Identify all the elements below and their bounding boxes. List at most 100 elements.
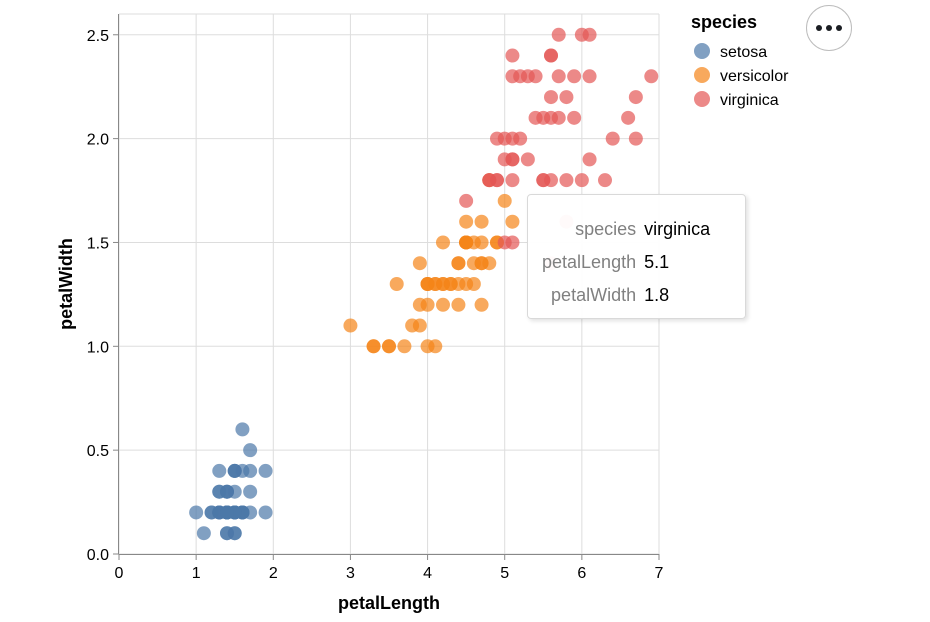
x-tick-label: 0 <box>115 565 124 582</box>
data-point-virginica[interactable] <box>544 48 558 63</box>
data-point-versicolor[interactable] <box>428 277 443 291</box>
y-tick-label: 0.0 <box>87 547 109 564</box>
data-point-virginica[interactable] <box>505 48 520 63</box>
data-point-virginica[interactable] <box>528 69 543 84</box>
actions-menu-button[interactable] <box>806 5 852 51</box>
y-tick-label: 2.5 <box>87 28 109 45</box>
more-horizontal-icon <box>816 25 842 31</box>
data-point-virginica[interactable] <box>559 90 574 105</box>
data-point-versicolor[interactable] <box>459 235 474 250</box>
data-point-setosa[interactable] <box>196 526 211 541</box>
data-point-virginica[interactable] <box>598 173 612 188</box>
legend-swatch-virginica[interactable] <box>694 91 710 107</box>
data-point-virginica[interactable] <box>582 69 597 84</box>
data-point-virginica[interactable] <box>559 173 574 188</box>
data-point-virginica[interactable] <box>567 110 582 125</box>
data-point-versicolor[interactable] <box>466 256 481 271</box>
data-point-virginica[interactable] <box>567 69 582 84</box>
y-tick-label: 1.0 <box>87 339 109 356</box>
data-point-setosa[interactable] <box>243 443 258 458</box>
data-point-virginica[interactable] <box>621 110 636 125</box>
data-point-setosa[interactable] <box>189 505 204 520</box>
data-point-virginica[interactable] <box>544 90 558 105</box>
data-point-virginica[interactable] <box>490 131 504 146</box>
data-point-virginica[interactable] <box>551 27 566 42</box>
legend-label-virginica[interactable]: virginica <box>720 92 779 109</box>
y-tick-label: 2.0 <box>87 132 109 149</box>
data-point-versicolor[interactable] <box>397 339 412 354</box>
tooltip-value: 1.8 <box>644 284 670 305</box>
data-point-versicolor[interactable] <box>451 256 466 271</box>
data-point-virginica[interactable] <box>528 110 543 125</box>
data-point-setosa[interactable] <box>258 463 273 478</box>
data-point-virginica[interactable] <box>497 152 512 167</box>
data-point-versicolor[interactable] <box>389 277 404 291</box>
data-point-virginica[interactable] <box>513 69 528 84</box>
data-point-versicolor[interactable] <box>436 297 450 312</box>
legend-swatch-versicolor[interactable] <box>694 67 710 83</box>
data-point-virginica[interactable] <box>505 235 520 250</box>
legend-label-setosa[interactable]: setosa <box>720 44 767 61</box>
legend-title: species <box>691 12 757 32</box>
data-point-versicolor[interactable] <box>405 318 420 333</box>
data-point-virginica[interactable] <box>536 173 551 188</box>
x-tick-label: 3 <box>346 565 355 582</box>
data-point-virginica[interactable] <box>482 173 497 188</box>
x-tick-label: 2 <box>269 565 278 582</box>
legend: species setosa versicolor virginica <box>691 12 789 109</box>
data-point-versicolor[interactable] <box>459 214 474 229</box>
legend-label-versicolor[interactable]: versicolor <box>720 68 789 85</box>
data-point-versicolor[interactable] <box>412 256 427 271</box>
data-point-virginica[interactable] <box>513 131 528 146</box>
data-point-versicolor[interactable] <box>428 339 443 354</box>
data-point-virginica[interactable] <box>505 173 520 188</box>
data-point-versicolor[interactable] <box>343 318 358 333</box>
data-point-versicolor[interactable] <box>366 339 381 354</box>
tooltip-value: 5.1 <box>644 251 670 272</box>
data-point-virginica[interactable] <box>582 152 597 167</box>
tooltip-row: species virginica <box>542 212 710 245</box>
data-point-setosa[interactable] <box>235 422 250 437</box>
data-point-virginica[interactable] <box>551 69 566 84</box>
data-points <box>189 27 659 541</box>
data-point-setosa[interactable] <box>258 505 273 520</box>
data-point-versicolor[interactable] <box>436 235 450 250</box>
data-point-setosa[interactable] <box>220 526 234 541</box>
data-point-virginica[interactable] <box>605 131 620 146</box>
data-point-versicolor[interactable] <box>497 193 512 208</box>
x-tick-label: 5 <box>500 565 509 582</box>
x-tick-label: 6 <box>577 565 586 582</box>
data-point-virginica[interactable] <box>459 193 474 208</box>
data-point-versicolor[interactable] <box>382 339 396 354</box>
data-point-versicolor[interactable] <box>474 297 489 312</box>
y-axis-title: petalWidth <box>56 238 76 330</box>
data-point-versicolor[interactable] <box>420 297 435 312</box>
data-point-setosa[interactable] <box>220 505 234 520</box>
data-point-setosa[interactable] <box>243 484 258 499</box>
data-tooltip: species virginica petalLength 5.1 petalW… <box>527 194 746 319</box>
data-point-virginica[interactable] <box>628 131 643 146</box>
data-point-versicolor[interactable] <box>443 277 458 291</box>
legend-swatch-setosa[interactable] <box>694 43 710 59</box>
data-point-versicolor[interactable] <box>451 297 466 312</box>
data-point-versicolor[interactable] <box>482 256 497 271</box>
tooltip-key: petalLength <box>542 251 637 272</box>
data-point-virginica[interactable] <box>544 110 558 125</box>
x-tick-label: 7 <box>655 565 664 582</box>
data-point-virginica[interactable] <box>644 69 659 84</box>
data-point-setosa[interactable] <box>227 463 242 478</box>
y-tick-label: 1.5 <box>87 235 109 252</box>
data-point-virginica[interactable] <box>520 152 535 167</box>
data-point-versicolor[interactable] <box>505 214 520 229</box>
data-point-versicolor[interactable] <box>466 277 481 291</box>
data-point-setosa[interactable] <box>220 484 234 499</box>
tooltip-key: petalWidth <box>551 284 637 305</box>
data-point-virginica[interactable] <box>574 173 589 188</box>
data-point-setosa[interactable] <box>212 463 227 478</box>
data-point-virginica[interactable] <box>628 90 643 105</box>
data-point-versicolor[interactable] <box>474 235 489 250</box>
data-point-virginica[interactable] <box>582 27 597 42</box>
tooltip-table: species virginica petalLength 5.1 petalW… <box>542 212 710 311</box>
data-point-versicolor[interactable] <box>474 214 489 229</box>
